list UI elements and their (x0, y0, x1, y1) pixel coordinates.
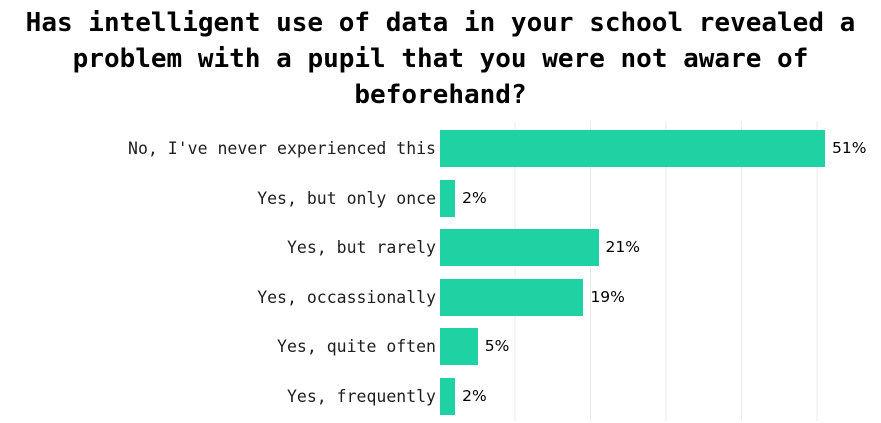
category-label: Yes, quite often (277, 337, 436, 357)
value-label: 51% (832, 139, 867, 157)
value-label: 19% (590, 287, 625, 306)
plot-area (440, 121, 881, 421)
category-label: Yes, frequently (286, 386, 436, 406)
category-label: Yes, but only once (257, 188, 436, 208)
category-label: Yes, occassionally (257, 287, 436, 307)
category-label: No, I've never experienced this (128, 139, 436, 158)
chart-title: Has intelligent use of data in your scho… (0, 5, 881, 113)
value-label: 21% (605, 238, 640, 257)
bar (440, 328, 478, 366)
value-label: 2% (462, 386, 487, 405)
bar (440, 377, 456, 415)
bar (440, 179, 456, 217)
value-label: 5% (484, 337, 510, 356)
value-label: 2% (462, 188, 487, 207)
category-label: Yes, but rarely (286, 238, 436, 258)
chart-title-line-3: beforehand? (354, 80, 527, 110)
chart-title-line-2: problem with a pupil that you were not a… (72, 44, 809, 74)
bar (440, 278, 584, 316)
bar (440, 229, 599, 267)
chart-title-line-1: Has intelligent use of data in your scho… (25, 8, 856, 38)
bar (440, 130, 826, 167)
